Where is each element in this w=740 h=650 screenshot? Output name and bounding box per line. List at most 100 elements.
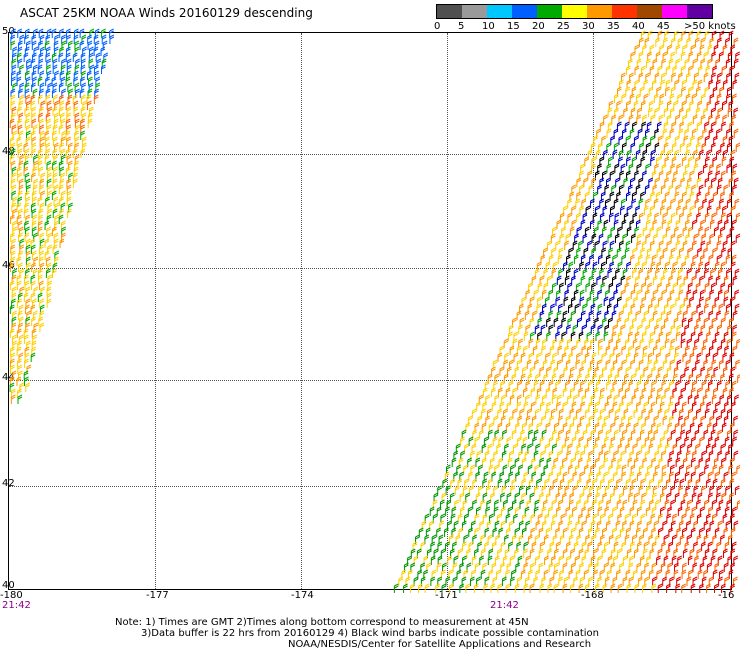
wind-barb: [617, 457, 623, 467]
wind-barb: [621, 254, 627, 264]
wind-barb: [659, 44, 664, 54]
wind-barb: [100, 46, 106, 56]
wind-barb: [640, 156, 646, 166]
wind-barb: [539, 366, 545, 376]
wind-barb: [521, 366, 527, 376]
wind-barb: [716, 163, 722, 173]
wind-barb: [418, 583, 423, 593]
wind-barb: [519, 499, 525, 509]
wind-barb: [651, 170, 657, 180]
wind-barb: [641, 443, 646, 453]
wind-barb: [60, 148, 66, 158]
wind-barb: [80, 106, 86, 116]
wind-barb: [614, 233, 620, 243]
wind-barb: [609, 205, 615, 215]
wind-barb: [441, 569, 446, 579]
wind-barb: [491, 471, 497, 481]
wind-barb: [488, 422, 494, 432]
wind-barb: [669, 128, 675, 138]
wind-barb: [80, 64, 86, 74]
wind-barb: [539, 492, 544, 502]
wind-barb: [552, 387, 558, 397]
wind-barb: [16, 346, 22, 356]
wind-barb: [33, 256, 39, 266]
wind-barb: [676, 205, 682, 215]
wind-barb: [59, 112, 65, 122]
wind-barb: [711, 142, 716, 152]
wind-barb: [704, 86, 710, 96]
wind-barb: [539, 401, 545, 411]
wind-barb: [508, 324, 514, 334]
wind-barb: [26, 364, 32, 374]
wind-barb: [595, 149, 601, 159]
wind-barb: [10, 178, 16, 188]
wind-barb: [597, 541, 603, 551]
wind-barb: [568, 464, 573, 474]
wind-barb: [713, 408, 718, 418]
wind-barb: [528, 429, 533, 439]
wind-barb: [597, 219, 603, 229]
wind-barb: [61, 232, 66, 242]
wind-barb: [582, 233, 588, 243]
wind-barb: [636, 289, 642, 299]
wind-barb: [692, 114, 698, 124]
wind-barb: [445, 541, 450, 551]
wind-barb: [65, 52, 71, 62]
wind-barb: [557, 394, 562, 404]
wind-barb: [614, 212, 620, 222]
wind-barb: [621, 219, 627, 229]
wind-barb: [553, 583, 559, 593]
wind-barb: [72, 148, 78, 158]
wind-barb: [686, 107, 691, 117]
wind-barb: [17, 28, 22, 38]
wind-barb: [641, 282, 647, 292]
wind-barb: [579, 576, 585, 586]
wind-barb: [482, 478, 488, 488]
wind-barb: [700, 37, 706, 47]
wind-barb: [651, 380, 657, 390]
wind-barb: [711, 394, 717, 404]
wind-barb: [687, 555, 693, 565]
wind-barb: [675, 114, 680, 124]
wind-barb: [704, 268, 709, 278]
wind-barb: [517, 380, 522, 390]
wind-barb: [719, 394, 725, 404]
wind-barb: [613, 93, 619, 103]
wind-barb: [467, 457, 472, 467]
wind-barb: [663, 107, 669, 117]
wind-barb: [649, 331, 655, 341]
wind-barb: [616, 247, 622, 257]
wind-barb: [548, 436, 554, 446]
wind-barb: [503, 359, 509, 369]
wind-barb: [703, 72, 709, 82]
wind-barb: [505, 513, 511, 523]
wind-barb: [627, 310, 633, 320]
wind-barb: [571, 205, 577, 215]
wind-barb: [686, 464, 691, 474]
wind-barb: [30, 352, 36, 362]
wind-barb: [445, 464, 451, 474]
wind-barb: [656, 422, 662, 432]
wind-barb: [716, 240, 722, 250]
wind-barb: [708, 128, 714, 138]
wind-barb: [523, 583, 529, 593]
wind-barb: [556, 219, 562, 229]
wind-barb: [75, 88, 80, 98]
wind-barb: [728, 464, 734, 474]
wind-barb: [669, 345, 675, 355]
wind-barb: [552, 429, 557, 439]
wind-barb: [65, 76, 71, 86]
wind-barb: [630, 464, 636, 474]
wind-barb: [25, 70, 30, 80]
wind-barb: [708, 79, 714, 89]
wind-barb: [23, 166, 29, 176]
wind-barb: [31, 298, 37, 308]
wind-barb: [501, 415, 506, 425]
pass-time-left: 21:42: [2, 600, 31, 611]
wind-barb: [638, 198, 644, 208]
wind-barb: [38, 256, 44, 266]
wind-barb: [720, 408, 726, 418]
wind-barb: [11, 58, 17, 68]
wind-barb: [654, 142, 660, 152]
wind-barb: [618, 156, 623, 166]
